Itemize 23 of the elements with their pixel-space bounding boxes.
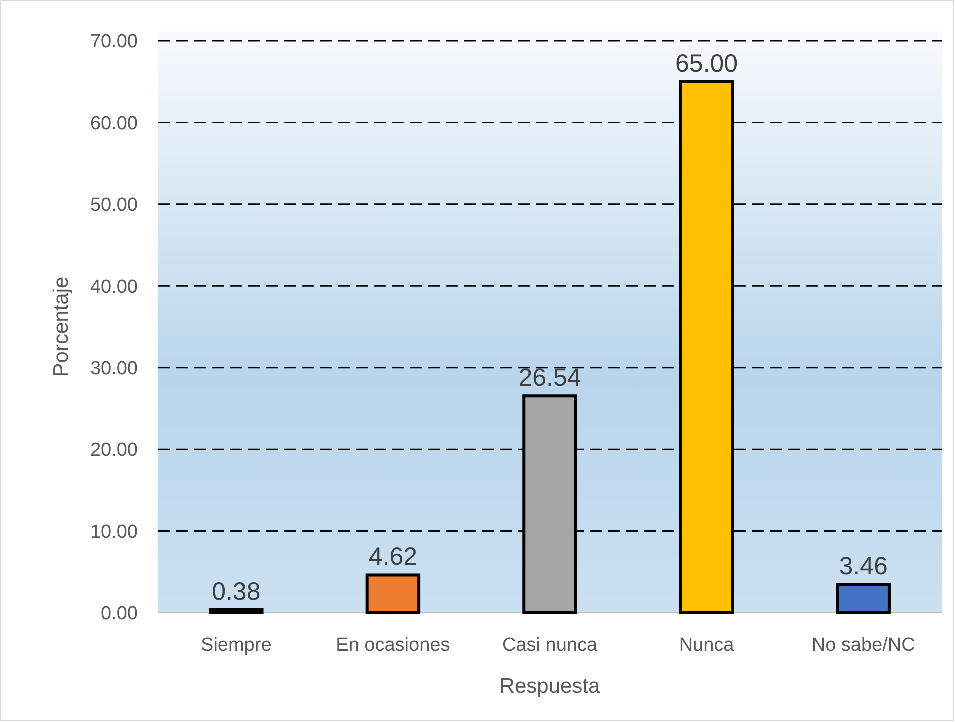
y-tick-label: 40.00	[90, 276, 138, 298]
y-tick-label: 50.00	[90, 195, 138, 216]
y-tick-label: 20.00	[90, 440, 138, 462]
data-label: 4.62	[368, 543, 418, 572]
data-label: 0.38	[212, 578, 261, 606]
data-label: 65.00	[676, 50, 738, 78]
y-tick-label: 60.00	[90, 113, 138, 134]
y-tick-label: 30.00	[90, 358, 138, 380]
bar	[209, 608, 264, 614]
x-tick-label: Nunca	[679, 635, 735, 656]
bar	[836, 583, 891, 614]
x-tick-label: Siempre	[201, 635, 272, 656]
x-tick-label: No sabe/NC	[812, 635, 916, 656]
y-tick-label: 70.00	[90, 32, 138, 53]
x-axis-title: Respuesta	[500, 675, 601, 698]
y-tick-label: 0.00	[101, 604, 138, 625]
data-label: 3.46	[839, 552, 888, 581]
y-tick-label: 10.00	[90, 522, 138, 543]
bar	[366, 574, 421, 614]
x-tick-label: Casi nunca	[502, 635, 598, 656]
x-tick-label: En ocasiones	[336, 635, 450, 656]
y-axis-title: Porcentaje	[50, 276, 73, 378]
data-label: 26.54	[518, 364, 582, 392]
